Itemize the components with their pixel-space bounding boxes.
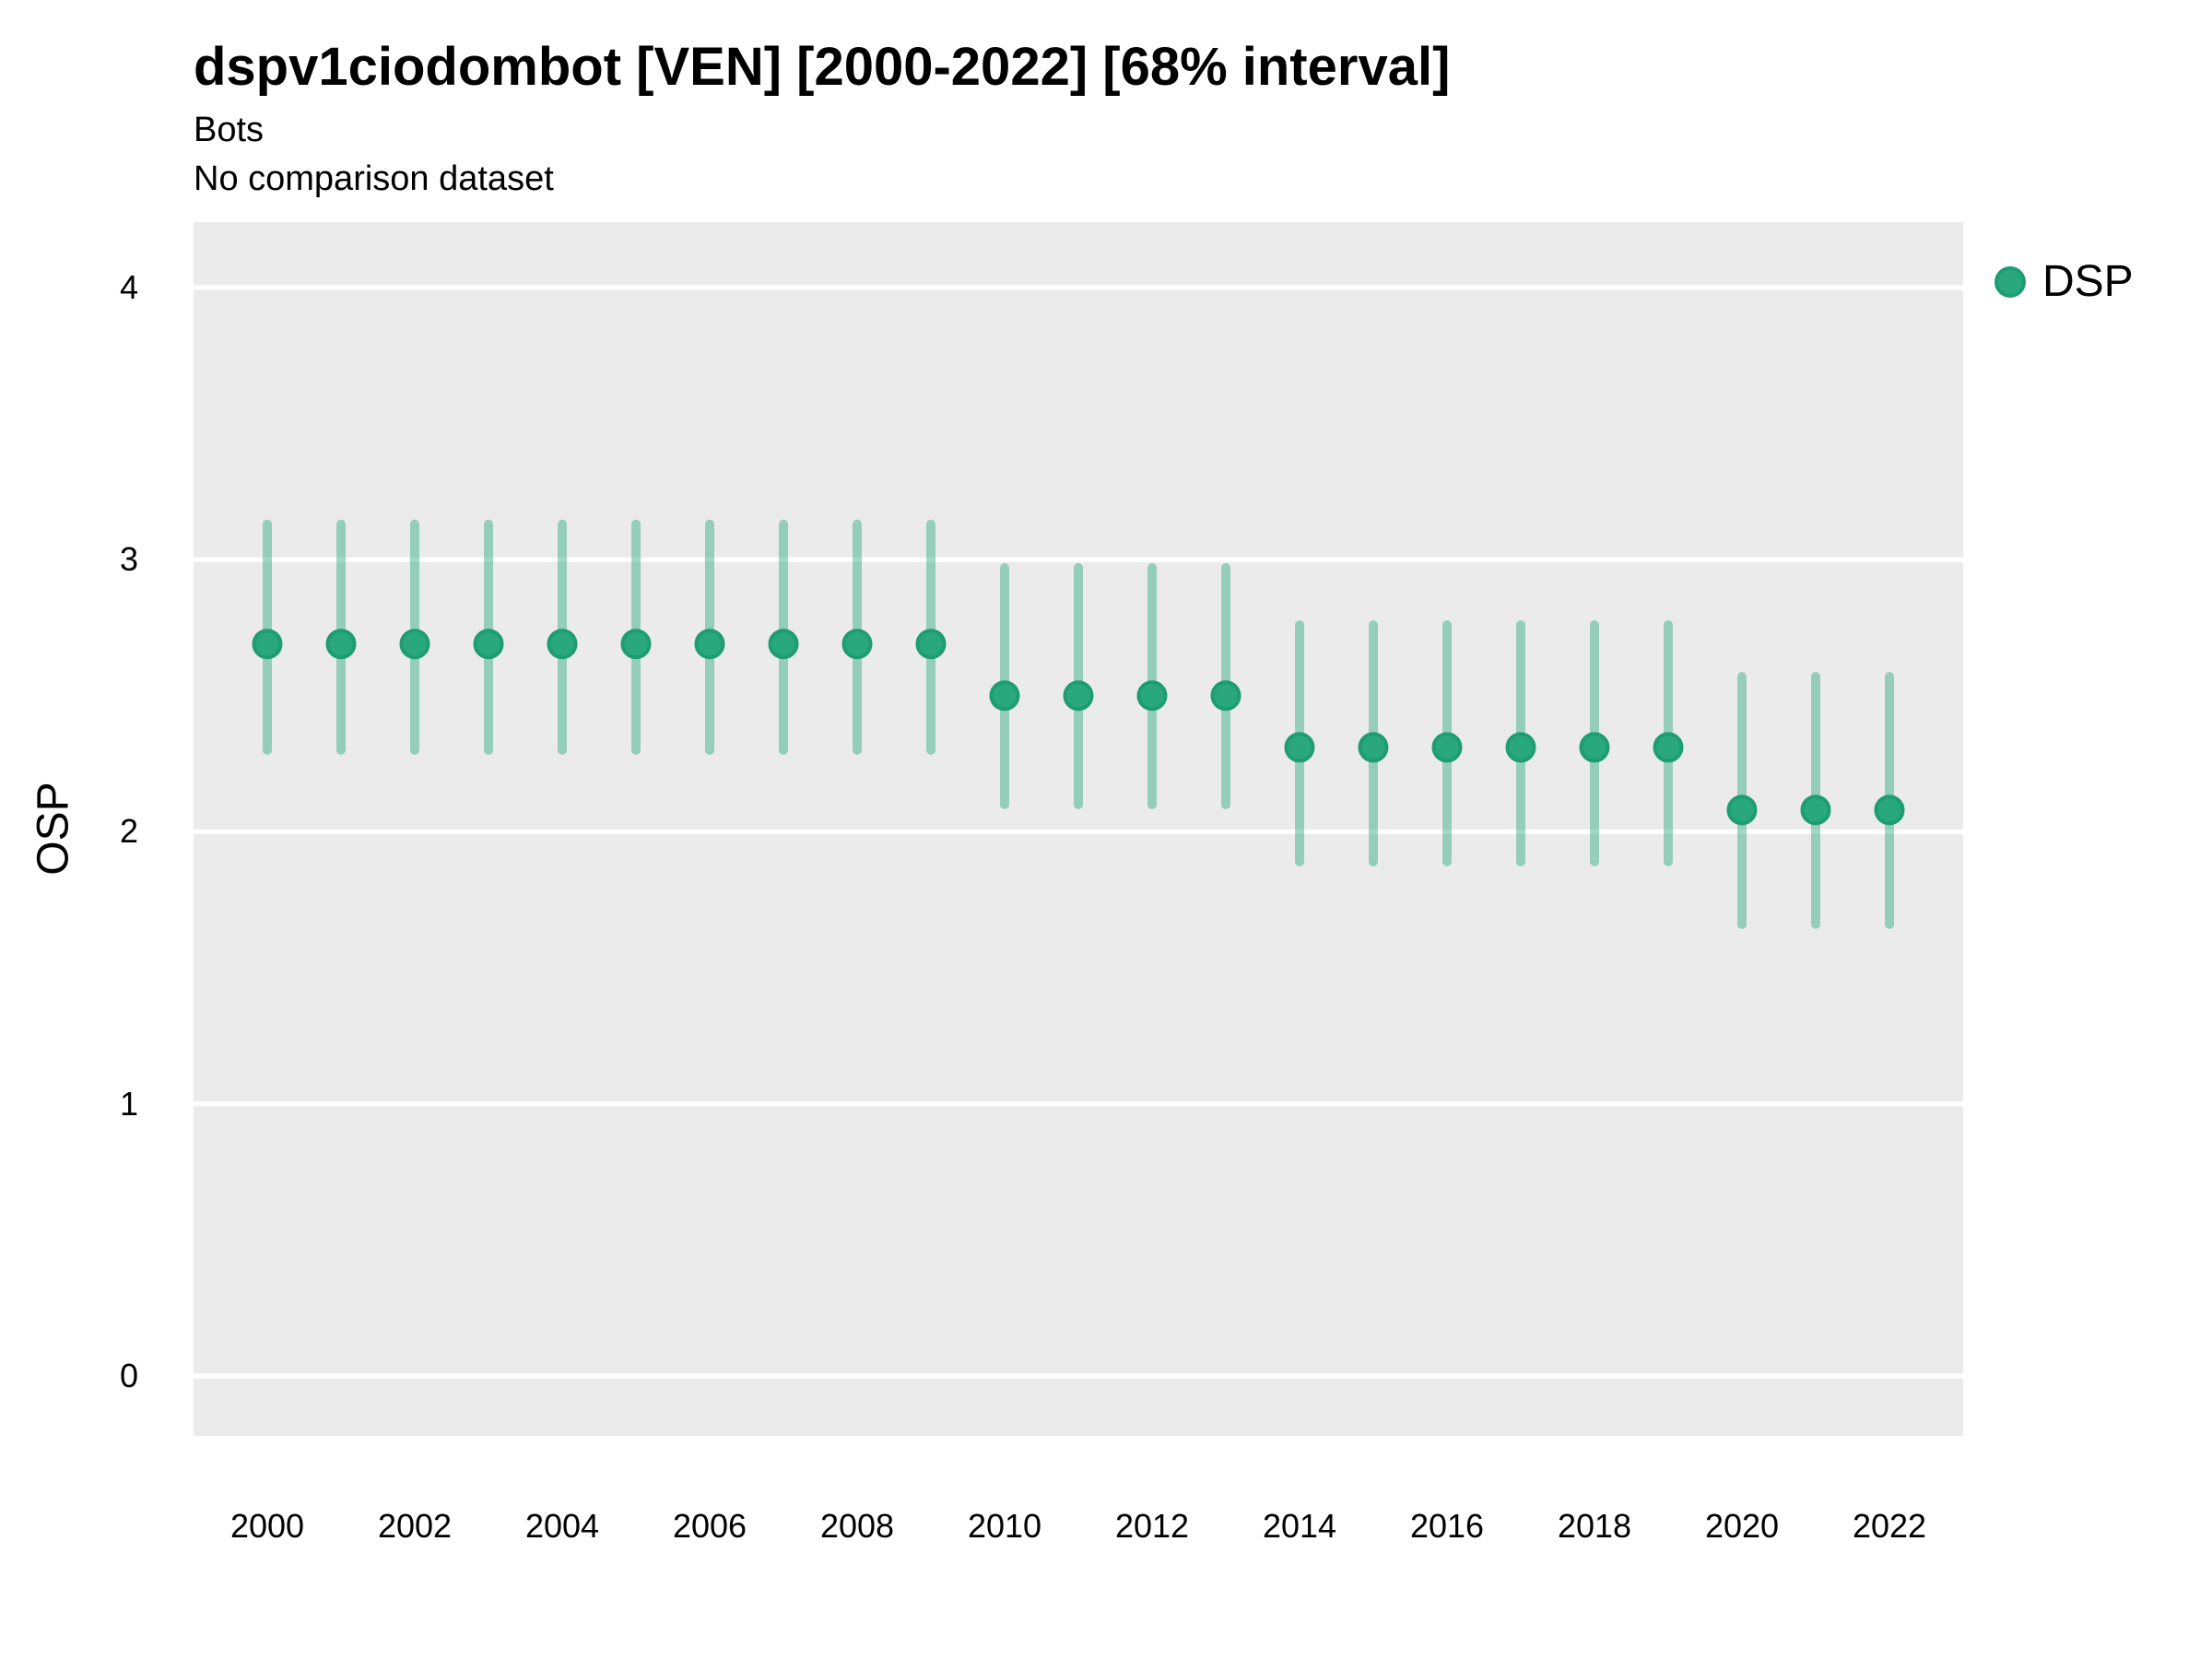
data-point-2010 [989, 680, 1020, 712]
data-point-2014 [1284, 732, 1315, 763]
x-tick-label-2022: 2022 [1852, 1507, 1927, 1545]
data-point-2011 [1063, 680, 1094, 712]
data-point-2003 [473, 629, 504, 660]
panel-background [194, 222, 1963, 1436]
data-point-2007 [768, 629, 799, 660]
data-point-2013 [1210, 680, 1241, 712]
data-point-2004 [547, 629, 578, 660]
x-tick-label-2008: 2008 [819, 1507, 895, 1545]
y-tick-label-4: 4 [119, 267, 138, 306]
data-point-2001 [325, 629, 357, 660]
data-point-2016 [1431, 732, 1463, 763]
data-point-2009 [915, 629, 947, 660]
data-point-2021 [1800, 794, 1831, 826]
x-tick-label-2004: 2004 [524, 1507, 600, 1545]
x-tick-label-2018: 2018 [1557, 1507, 1632, 1545]
data-point-2000 [252, 629, 283, 660]
x-tick-label-2020: 2020 [1704, 1507, 1780, 1545]
data-point-2017 [1505, 732, 1536, 763]
data-point-2019 [1653, 732, 1684, 763]
chart-subtitle: Bots [194, 110, 265, 149]
data-point-2002 [399, 629, 430, 660]
data-point-2005 [620, 629, 652, 660]
x-tick-label-2010: 2010 [967, 1507, 1042, 1545]
legend-label-dsp: DSP [2042, 257, 2134, 306]
x-tick-label-2000: 2000 [229, 1507, 305, 1545]
data-point-2012 [1136, 680, 1168, 712]
data-point-2018 [1579, 732, 1610, 763]
y-tick-label-0: 0 [119, 1357, 138, 1395]
y-tick-label-2: 2 [119, 812, 138, 851]
data-point-2006 [694, 629, 725, 660]
x-tick-label-2002: 2002 [377, 1507, 453, 1545]
x-tick-label-2016: 2016 [1409, 1507, 1485, 1545]
legend-point-icon [1994, 265, 2026, 298]
data-point-2022 [1874, 794, 1905, 826]
chart-title: dspv1ciodombot [VEN] [2000-2022] [68% in… [194, 37, 1451, 97]
data-point-2020 [1726, 794, 1758, 826]
chart-note: No comparison dataset [194, 159, 554, 199]
legend: DSP [1994, 256, 2134, 307]
x-tick-label-2006: 2006 [672, 1507, 747, 1545]
x-tick-label-2014: 2014 [1262, 1507, 1337, 1545]
x-tick-label-2012: 2012 [1114, 1507, 1190, 1545]
chart-header: dspv1ciodombot [VEN] [2000-2022] [68% in… [194, 37, 1450, 199]
data-point-2015 [1358, 732, 1389, 763]
y-tick-label-1: 1 [119, 1084, 138, 1123]
data-point-2008 [841, 629, 873, 660]
y-tick-label-3: 3 [119, 540, 138, 579]
